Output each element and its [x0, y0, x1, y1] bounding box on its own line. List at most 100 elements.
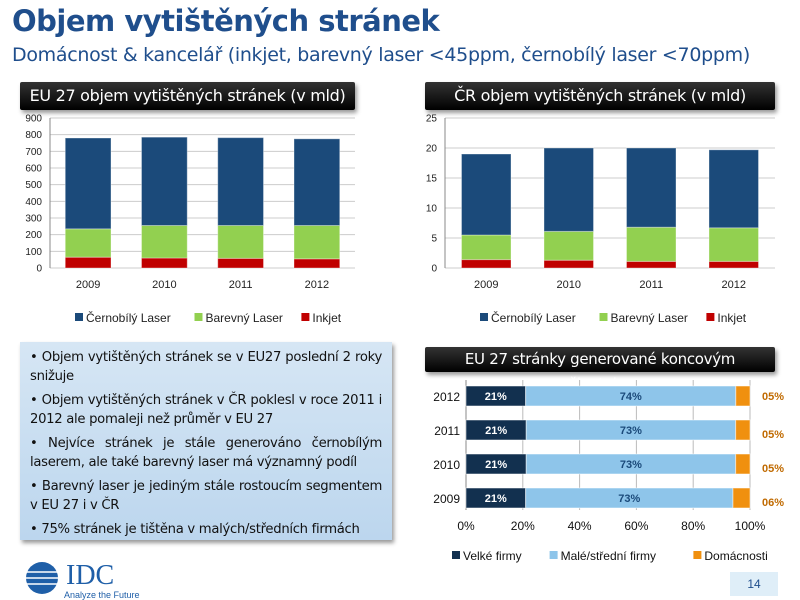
- y-tick-label: 20: [426, 144, 438, 155]
- legend-swatch: [452, 551, 460, 559]
- logo-text: IDC: [66, 560, 115, 591]
- bullet-item: Nejvíce stránek je stále generováno čern…: [30, 434, 382, 472]
- legend-swatch: [693, 551, 702, 559]
- legend-swatch: [194, 313, 203, 321]
- data-label: 21%: [485, 459, 507, 471]
- x-tick-label: 2011: [639, 279, 663, 291]
- chart-eu-volume: 0 100 200 300 400 500 600 700 800 900 2009 2010 2011…: [25, 114, 355, 325]
- bar-černobílý-laser: [626, 147, 677, 228]
- data-label: 05%: [762, 463, 784, 475]
- page-title: Objem vytištěných stránek: [12, 4, 440, 38]
- bar-inkjet: [626, 260, 677, 269]
- y-tick-label: 400: [25, 197, 42, 208]
- data-label: 73%: [620, 425, 642, 437]
- bar-inkjet: [543, 259, 594, 269]
- y-tick-label: 700: [25, 147, 42, 158]
- data-label: 21%: [485, 493, 507, 505]
- x-tick-label: 100%: [735, 519, 766, 533]
- data-label: 21%: [485, 391, 507, 403]
- data-label: 73%: [620, 459, 642, 471]
- legend-label: Velké firmy: [463, 549, 522, 563]
- bar-černobílý-laser: [708, 149, 759, 229]
- bullet-box: Objem vytištěných stránek se v EU27 posl…: [20, 342, 392, 540]
- bullet-item: Barevný laser je jediným stále rostoucím…: [30, 477, 382, 515]
- legend-label: Inkjet: [717, 311, 746, 325]
- x-tick-label: 2010: [152, 279, 176, 291]
- chart-cr-volume: 0 5 10 15 20 25 2009 2010 2011 2012 Černobílý Lase…: [426, 114, 775, 325]
- legend-label: Barevný Laser: [206, 311, 283, 325]
- y-tick-label: 5: [431, 234, 437, 245]
- bar-černobílý-laser: [543, 147, 594, 232]
- legend-label: Malé/střední firmy: [561, 549, 656, 563]
- bar-barevný-laser: [708, 227, 759, 262]
- y-tick-label: 2010: [433, 458, 460, 472]
- y-tick-label: 2011: [434, 424, 460, 438]
- legend-label: Barevný Laser: [611, 311, 688, 325]
- legend-swatch: [301, 313, 310, 321]
- chart-enduser-title: EU 27 stránky generované koncovým uživat…: [425, 347, 775, 393]
- bar-černobílý-laser: [217, 137, 264, 227]
- y-tick-label: 2009: [433, 492, 460, 506]
- y-tick-label: 900: [25, 114, 42, 125]
- bar-barevný-laser: [141, 225, 188, 259]
- bullet-item: Objem vytištěných stránek v ČR poklesl v…: [30, 391, 382, 429]
- chart-enduser-share: 0% 20% 40% 60% 80% 100% 2012 21% 74% 05% 2011 21% 73…: [433, 380, 784, 563]
- y-tick-label: 2012: [433, 390, 460, 404]
- x-tick-label: 2012: [722, 279, 746, 291]
- y-tick-label: 100: [25, 247, 42, 258]
- y-tick-label: 800: [25, 130, 42, 141]
- x-tick-label: 2011: [229, 279, 253, 291]
- legend-label: Inkjet: [312, 311, 341, 325]
- bar-inkjet: [217, 257, 264, 269]
- bullet-item: 75% stránek je tištěna v malých/středníc…: [30, 520, 382, 539]
- bullet-item: Objem vytištěných stránek se v EU27 posl…: [30, 348, 382, 386]
- y-tick-label: 200: [25, 230, 42, 241]
- y-tick-label: 25: [426, 114, 438, 125]
- x-tick-label: 40%: [568, 519, 592, 533]
- bar-barevný-laser: [293, 225, 341, 260]
- bar-inkjet: [64, 256, 112, 269]
- legend-swatch: [549, 551, 558, 559]
- x-tick-label: 60%: [624, 519, 648, 533]
- data-label: 74%: [620, 391, 642, 403]
- logo-tagline: Analyze the Future: [64, 590, 140, 600]
- y-tick-label: 0: [431, 264, 437, 275]
- bar-barevný-laser: [626, 226, 677, 262]
- legend-swatch: [706, 313, 715, 321]
- x-tick-label: 2009: [76, 279, 100, 291]
- bar-inkjet: [461, 259, 512, 269]
- x-tick-label: 0%: [457, 519, 475, 533]
- x-tick-label: 2012: [305, 279, 329, 291]
- bar-barevný-laser: [217, 225, 264, 259]
- data-label: 05%: [762, 429, 784, 441]
- legend-swatch: [599, 313, 608, 321]
- y-tick-label: 500: [25, 180, 42, 191]
- bar-černobílý-laser: [293, 138, 341, 226]
- bar-segment: [735, 453, 751, 475]
- data-label: 73%: [618, 493, 640, 505]
- data-label: 21%: [485, 425, 507, 437]
- data-label: 06%: [762, 497, 784, 509]
- y-tick-label: 300: [25, 214, 42, 225]
- bar-segment: [735, 419, 751, 441]
- legend-label: Černobílý Laser: [86, 310, 171, 325]
- legend-swatch: [480, 313, 488, 321]
- bar-inkjet: [293, 258, 341, 269]
- bar-barevný-laser: [461, 234, 512, 261]
- bar-inkjet: [708, 260, 759, 269]
- x-tick-label: 2009: [474, 279, 498, 291]
- x-tick-label: 80%: [681, 519, 705, 533]
- bar-černobílý-laser: [461, 153, 512, 236]
- bar-segment: [735, 385, 751, 407]
- legend-label: Černobílý Laser: [491, 310, 576, 325]
- bar-inkjet: [141, 257, 188, 269]
- page-subtitle: Domácnost & kancelář (inkjet, barevný la…: [12, 44, 750, 66]
- bar-černobílý-laser: [141, 136, 188, 227]
- page-number: 14: [730, 572, 778, 596]
- bar-černobílý-laser: [64, 137, 112, 230]
- bar-barevný-laser: [64, 228, 112, 258]
- data-label: 05%: [762, 391, 784, 403]
- x-tick-label: 2010: [557, 279, 581, 291]
- legend-label: Domácnosti: [704, 549, 767, 563]
- x-tick-label: 20%: [511, 519, 535, 533]
